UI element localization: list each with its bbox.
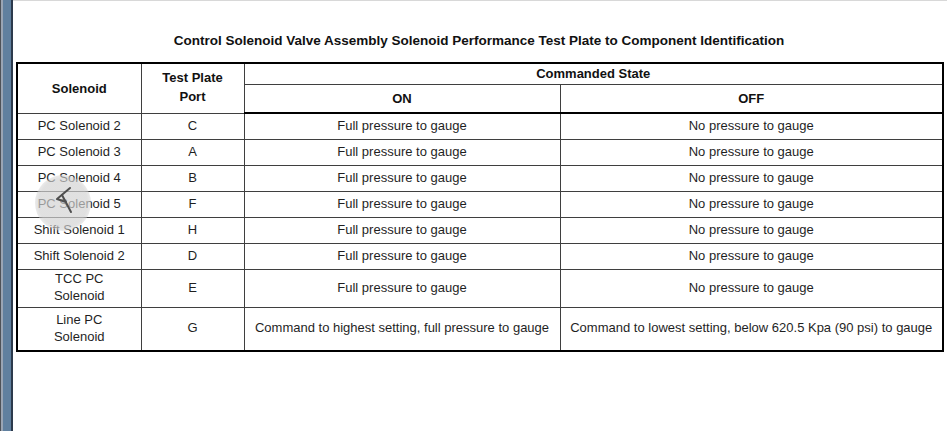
cell-solenoid: TCC PC Solenoid <box>17 269 141 307</box>
table-header: Solenoid Test Plate Port Commanded State… <box>17 63 943 113</box>
col-header-test-plate-port: Test Plate Port <box>141 63 244 113</box>
cell-on: Full pressure to gauge <box>244 113 560 139</box>
document-page: Control Solenoid Valve Assembly Solenoid… <box>0 0 947 431</box>
col-header-solenoid: Solenoid <box>17 63 141 113</box>
cell-solenoid: PC Solenoid 2 <box>17 113 141 139</box>
table-row: PC Solenoid 5FFull pressure to gaugeNo p… <box>17 191 943 217</box>
cell-port: F <box>141 191 244 217</box>
cell-on: Full pressure to gauge <box>244 243 560 269</box>
cell-on: Full pressure to gauge <box>244 217 560 243</box>
solenoid-test-table: Solenoid Test Plate Port Commanded State… <box>16 62 944 352</box>
cell-off: No pressure to gauge <box>560 243 943 269</box>
top-hairline <box>0 0 947 1</box>
cell-port: D <box>141 243 244 269</box>
table-row: Line PC SolenoidGCommand to highest sett… <box>17 307 943 351</box>
cell-solenoid: Shift Solenoid 2 <box>17 243 141 269</box>
cell-port: C <box>141 113 244 139</box>
table-row: PC Solenoid 3AFull pressure to gaugeNo p… <box>17 139 943 165</box>
table-row: Shift Solenoid 2DFull pressure to gaugeN… <box>17 243 943 269</box>
cell-solenoid: Line PC Solenoid <box>17 307 141 351</box>
table-row: TCC PC SolenoidEFull pressure to gaugeNo… <box>17 269 943 307</box>
cell-off: Command to lowest setting, below 620.5 K… <box>560 307 943 351</box>
cell-off: No pressure to gauge <box>560 269 943 307</box>
cell-solenoid: PC Solenoid 3 <box>17 139 141 165</box>
cell-off: No pressure to gauge <box>560 165 943 191</box>
col-header-commanded-state: Commanded State <box>244 63 943 84</box>
cell-on: Command to highest setting, full pressur… <box>244 307 560 351</box>
cell-port: G <box>141 307 244 351</box>
cell-on: Full pressure to gauge <box>244 139 560 165</box>
cell-port: B <box>141 165 244 191</box>
cell-port: H <box>141 217 244 243</box>
cell-solenoid: PC Solenoid 4 <box>17 165 141 191</box>
table-row: Shift Solenoid 1HFull pressure to gaugeN… <box>17 217 943 243</box>
cell-on: Full pressure to gauge <box>244 191 560 217</box>
cell-on: Full pressure to gauge <box>244 165 560 191</box>
cell-off: No pressure to gauge <box>560 113 943 139</box>
cell-off: No pressure to gauge <box>560 217 943 243</box>
table-body: PC Solenoid 2CFull pressure to gaugeNo p… <box>17 113 943 351</box>
cell-port: E <box>141 269 244 307</box>
page-title: Control Solenoid Valve Assembly Solenoid… <box>16 33 942 48</box>
table-row: PC Solenoid 4BFull pressure to gaugeNo p… <box>17 165 943 191</box>
cell-port: A <box>141 139 244 165</box>
cell-solenoid: Shift Solenoid 1 <box>17 217 141 243</box>
table-row: PC Solenoid 2CFull pressure to gaugeNo p… <box>17 113 943 139</box>
cell-on: Full pressure to gauge <box>244 269 560 307</box>
cell-solenoid: PC Solenoid 5 <box>17 191 141 217</box>
col-header-on: ON <box>244 84 560 113</box>
cell-off: No pressure to gauge <box>560 191 943 217</box>
cell-off: No pressure to gauge <box>560 139 943 165</box>
window-edge-bar <box>0 0 13 431</box>
col-header-off: OFF <box>560 84 943 113</box>
